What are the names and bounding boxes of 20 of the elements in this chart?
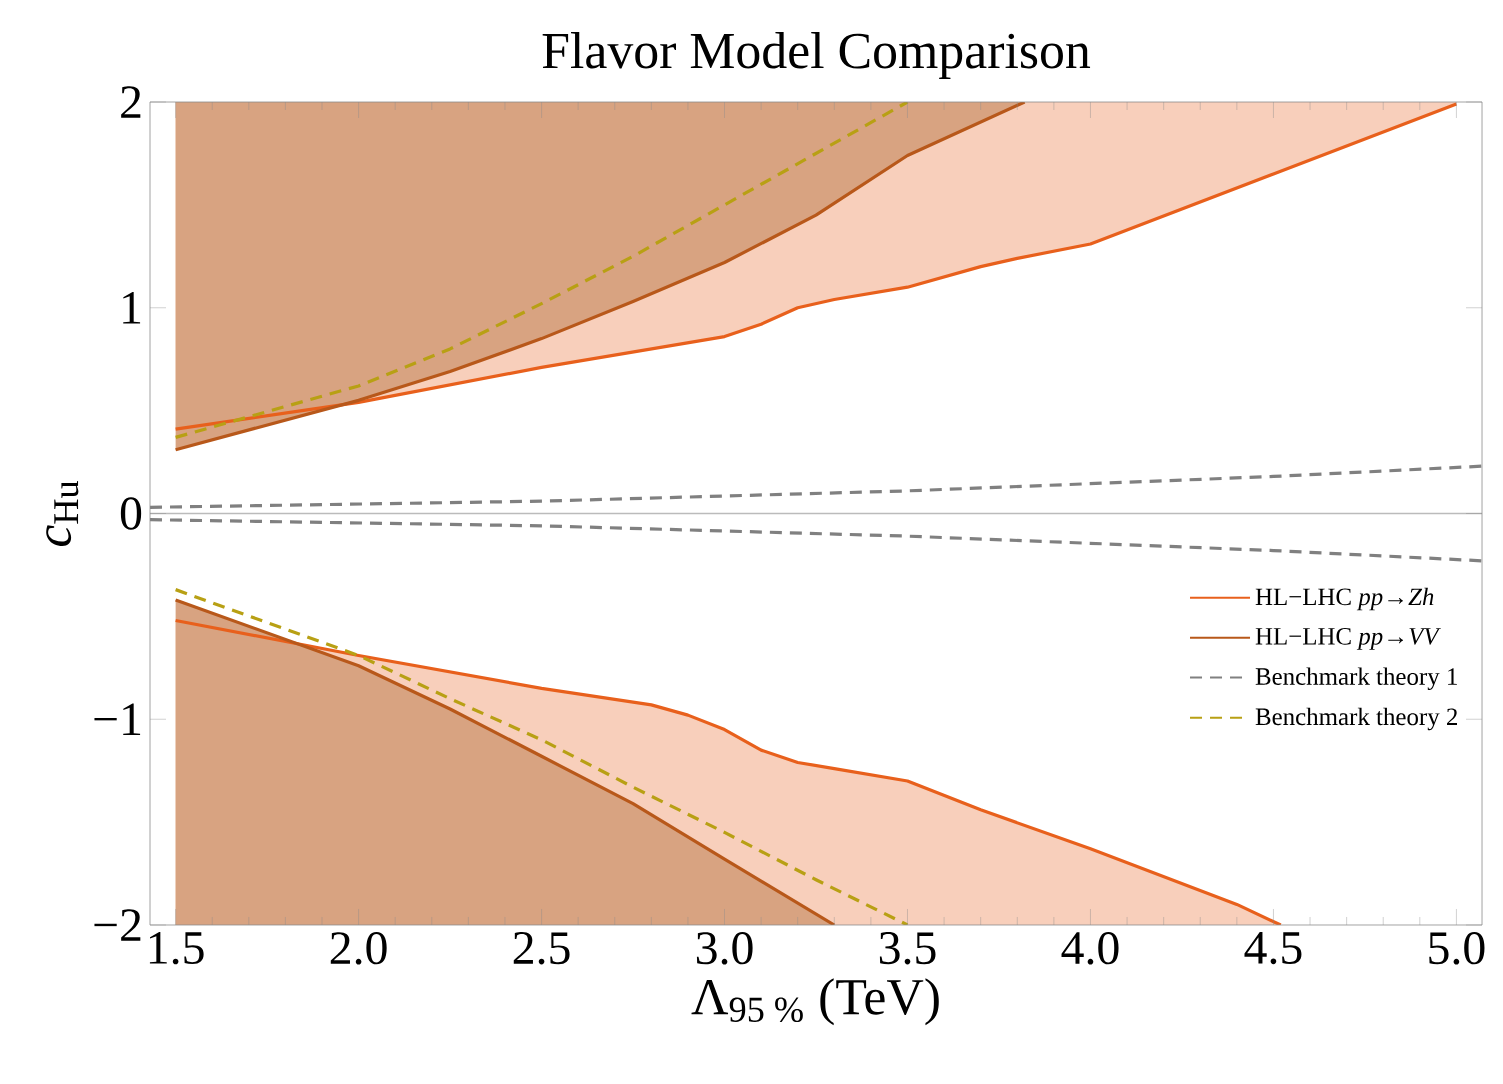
legend-label: Benchmark theory 2 xyxy=(1255,707,1457,731)
x-tick-label: 4.5 xyxy=(1244,932,1302,965)
x-tick-label: 3.5 xyxy=(879,932,936,965)
x-tick-label: 1.5 xyxy=(149,932,204,965)
y-tick-label: 2 xyxy=(121,86,141,118)
y-tick-label: −1 xyxy=(94,703,141,736)
y-axis-title: c$_{Hu}$ xyxy=(46,480,79,547)
chart-title: Flavor Model Comparison xyxy=(542,32,1091,80)
y-tick-label: −2 xyxy=(94,909,141,941)
x-tick-label: 2.0 xyxy=(330,932,387,965)
legend-label: Benchmark theory 1 xyxy=(1255,667,1457,691)
legend-label: HL−LHC pp→VV xyxy=(1255,627,1441,650)
y-tick-label: 0 xyxy=(120,497,142,530)
legend-label: HL−LHC pp→Zh xyxy=(1255,587,1434,611)
x-axis-title: Λ$_{95 %}$ (TeV) xyxy=(691,978,939,1026)
x-tick-label: 5.0 xyxy=(1429,932,1485,965)
y-tick-label: 1 xyxy=(123,291,141,324)
x-tick-label: 2.5 xyxy=(513,932,570,965)
x-tick-label: 4.0 xyxy=(1061,932,1119,965)
x-tick-label: 3.0 xyxy=(696,932,753,965)
